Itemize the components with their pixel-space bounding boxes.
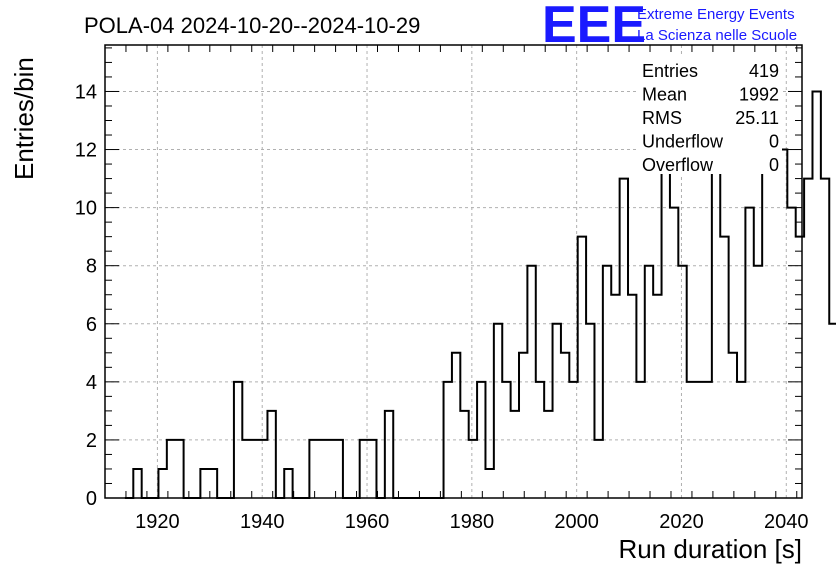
- stat-value: 419: [749, 61, 779, 81]
- y-tick-label: 2: [86, 430, 97, 452]
- stat-label: Mean: [642, 85, 687, 105]
- x-tick-label: 1940: [240, 511, 285, 533]
- stat-value: 1992: [739, 85, 779, 105]
- y-tick-label: 0: [86, 488, 97, 510]
- logo-line-2: La Scienza nelle Scuole: [637, 27, 797, 44]
- stat-label: Entries: [642, 61, 698, 81]
- y-tick-label: 14: [75, 81, 97, 103]
- stats-background: [638, 56, 782, 174]
- x-tick-label: 1920: [135, 511, 180, 533]
- tick-labels: 1920 1940 1960 1980 2000 2020 2040 0 2 4 6 8 10 12 14: [75, 81, 809, 533]
- y-tick-label: 4: [86, 372, 97, 394]
- x-tick-label: 2000: [554, 511, 599, 533]
- x-tick-label: 2040: [764, 511, 809, 533]
- logo-mark: EEE: [542, 0, 646, 54]
- chart-title: POLA-04 2024-10-20--2024-10-29: [84, 13, 420, 38]
- plot-frame: [104, 44, 803, 499]
- stats-box: Entries 419 Mean 1992 RMS 25.11 Underflow 0 Over…: [638, 56, 782, 175]
- x-tick-label: 1980: [450, 511, 495, 533]
- x-axis-label: Run duration [s]: [618, 534, 802, 564]
- logo-line-1: Extreme Energy Events: [637, 6, 795, 23]
- stat-value: 0: [769, 132, 779, 152]
- grid-lines: [105, 45, 802, 498]
- stat-value: 0: [769, 155, 779, 175]
- y-tick-label: 12: [75, 140, 97, 162]
- x-tick-label: 2020: [659, 511, 704, 533]
- y-tick-label: 8: [86, 256, 97, 278]
- stat-value: 25.11: [735, 108, 779, 128]
- y-tick-label: 10: [75, 198, 97, 220]
- x-tick-label: 1960: [345, 511, 390, 533]
- stat-label: RMS: [642, 108, 682, 128]
- stat-label: Overflow: [642, 155, 714, 175]
- stat-label: Underflow: [642, 132, 724, 152]
- eee-logo: EEE Extreme Energy Events La Scienza nel…: [542, 0, 797, 54]
- axis-ticks: [104, 45, 802, 499]
- y-tick-label: 6: [86, 314, 97, 336]
- y-axis-label: Entries/bin: [9, 57, 39, 180]
